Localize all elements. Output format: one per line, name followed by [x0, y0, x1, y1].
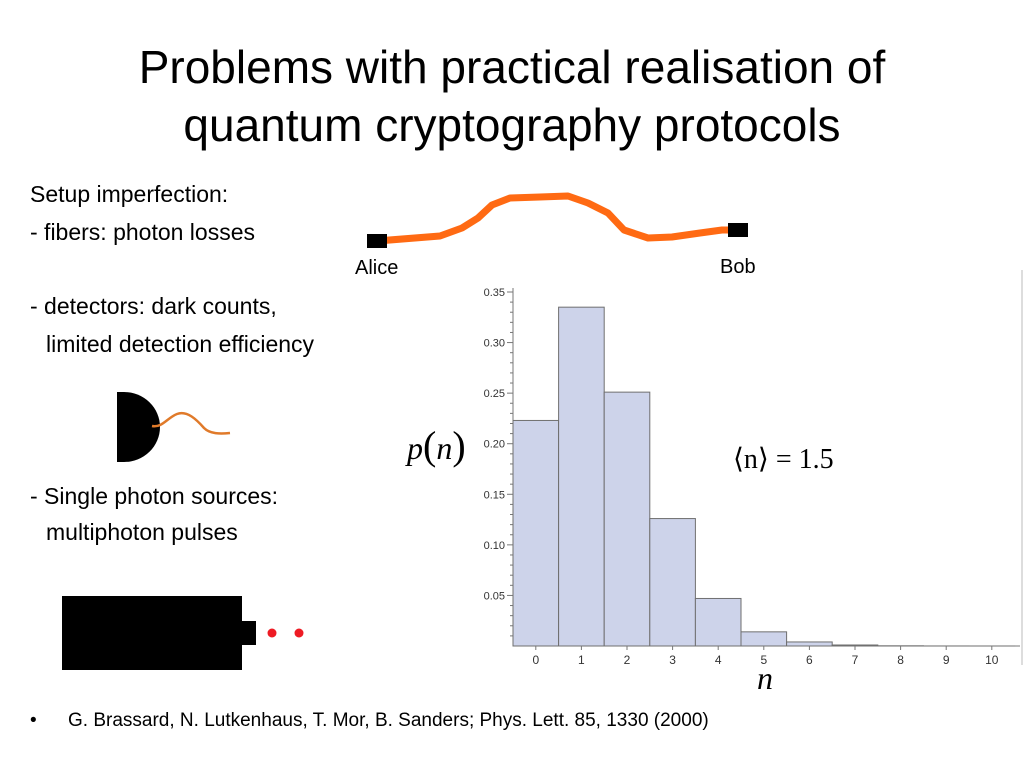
x-tick-label: 10 — [985, 653, 999, 667]
histogram-bar — [694, 597, 742, 647]
sources-item: - Single photon sources: — [30, 483, 279, 509]
y-tick-label: 0.30 — [484, 338, 505, 350]
fibers-item: - fibers: photon losses — [30, 219, 256, 245]
bullet: • — [30, 710, 37, 731]
fiber-cable — [373, 192, 741, 245]
bob-endpoint — [728, 223, 748, 237]
histogram-bar — [603, 391, 651, 647]
bob-label: Bob — [720, 256, 756, 278]
mean-photon-number: ⟨n⟩ = 1.5 — [733, 444, 834, 475]
histogram-bar — [786, 641, 833, 647]
x-axis-label: n — [757, 660, 773, 696]
photon-dot — [267, 628, 277, 638]
histogram-bar — [558, 306, 605, 647]
y-tick-label: 0.15 — [484, 489, 505, 501]
fiber-diagram — [367, 192, 748, 248]
x-tick-label: 6 — [806, 653, 813, 667]
x-tick-label: 1 — [578, 653, 585, 667]
detectors-item-cont: limited detection efficiency — [46, 331, 315, 357]
histogram-bar — [831, 644, 879, 647]
x-tick-label: 5 — [760, 653, 767, 667]
detectors-item: - detectors: dark counts, — [30, 293, 277, 319]
alice-label: Alice — [355, 257, 399, 279]
title-line-1: Problems with practical realisation of — [138, 41, 886, 93]
alice-endpoint — [367, 234, 387, 248]
histogram-bar — [740, 631, 788, 647]
poisson-histogram: 0.05 0.10 0.15 0.20 0.25 0.30 0.35 0 1 2 3 4 5 6 7 8 9 10 — [484, 270, 1023, 667]
histogram-bar — [649, 518, 696, 647]
laser-source-icon — [62, 596, 304, 670]
x-tick-label: 3 — [669, 653, 676, 667]
reference-text: G. Brassard, N. Lutkenhaus, T. Mor, B. S… — [68, 710, 709, 731]
y-tick-label: 0.25 — [484, 388, 505, 400]
slide-title: Problems with practical realisation of q… — [0, 38, 1024, 154]
x-tick-label: 0 — [532, 653, 539, 667]
histogram-bar — [512, 419, 560, 647]
x-tick-label: 7 — [852, 653, 859, 667]
y-tick-label: 0.05 — [484, 590, 505, 602]
y-tick-label: 0.35 — [484, 287, 505, 299]
photon-dot — [294, 628, 304, 638]
detector-icon — [117, 392, 231, 462]
y-tick-label: 0.10 — [484, 540, 505, 552]
x-tick-label: 4 — [715, 653, 722, 667]
x-tick-label: 9 — [943, 653, 950, 667]
title-line-2: quantum cryptography protocols — [183, 99, 841, 151]
x-tick-label: 8 — [897, 653, 904, 667]
y-tick-label: 0.20 — [484, 439, 505, 451]
reference: • G. Brassard, N. Lutkenhaus, T. Mor, B. … — [30, 708, 709, 734]
y-axis-label: p(n) — [407, 423, 466, 468]
sources-item-cont: multiphoton pulses — [46, 519, 238, 545]
x-tick-label: 2 — [624, 653, 631, 667]
setup-heading: Setup imperfection: — [30, 181, 229, 207]
